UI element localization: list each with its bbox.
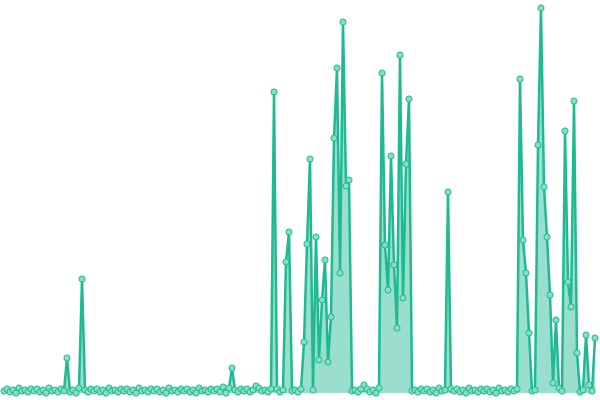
marker (432, 389, 440, 397)
marker (390, 261, 398, 269)
marker (78, 275, 86, 283)
marker (531, 386, 539, 394)
marker (573, 349, 581, 357)
marker (516, 75, 524, 83)
marker (228, 364, 236, 372)
marker (588, 387, 596, 395)
marker (546, 291, 554, 299)
marker (279, 386, 287, 394)
marker (444, 188, 452, 196)
area (4, 8, 595, 393)
marker (591, 334, 599, 342)
marker (339, 18, 347, 26)
marker (405, 95, 413, 103)
marker (579, 386, 587, 394)
marker (492, 389, 500, 397)
marker (375, 384, 383, 392)
marker (132, 389, 140, 397)
marker (303, 240, 311, 248)
marker (558, 387, 566, 395)
marker (270, 88, 278, 96)
marker (372, 389, 380, 397)
marker (306, 155, 314, 163)
marker (297, 385, 305, 393)
marker (585, 381, 593, 389)
marker (549, 379, 557, 387)
marker (345, 176, 353, 184)
marker (567, 303, 575, 311)
marker (543, 233, 551, 241)
marker (309, 386, 317, 394)
marker (564, 278, 572, 286)
marker (267, 385, 275, 393)
marker (378, 69, 386, 77)
marker (540, 183, 548, 191)
marker (219, 383, 227, 391)
marker (342, 182, 350, 190)
marker (42, 389, 50, 397)
marker (321, 256, 329, 264)
marker (387, 152, 395, 160)
marker (63, 354, 71, 362)
marker (582, 331, 590, 339)
marker (318, 296, 326, 304)
marker (381, 241, 389, 249)
marker (384, 286, 392, 294)
marker (312, 233, 320, 241)
marker (60, 387, 68, 395)
marker (513, 385, 521, 393)
marker (282, 258, 290, 266)
marker (72, 389, 80, 397)
marker (324, 358, 332, 366)
line (3, 6, 597, 395)
marker (537, 4, 545, 12)
marker (462, 389, 470, 397)
marker (393, 324, 401, 332)
marker (441, 386, 449, 394)
marker (396, 51, 404, 59)
marker (402, 160, 410, 168)
marker (525, 329, 533, 337)
marker (162, 389, 170, 397)
marker (222, 389, 230, 397)
marker (102, 389, 110, 397)
marker (333, 64, 341, 72)
marker (534, 141, 542, 149)
marker (75, 384, 83, 392)
marker (225, 384, 233, 392)
marker (522, 269, 530, 277)
marker (327, 313, 335, 321)
marker (519, 236, 527, 244)
marker (285, 228, 293, 236)
marker (12, 389, 20, 397)
marker (552, 316, 560, 324)
marker (399, 294, 407, 302)
marker (561, 127, 569, 135)
marker (336, 269, 344, 277)
marker (330, 134, 338, 142)
marker (300, 338, 308, 346)
marker (570, 97, 578, 105)
marker (192, 389, 200, 397)
marker (315, 356, 323, 364)
